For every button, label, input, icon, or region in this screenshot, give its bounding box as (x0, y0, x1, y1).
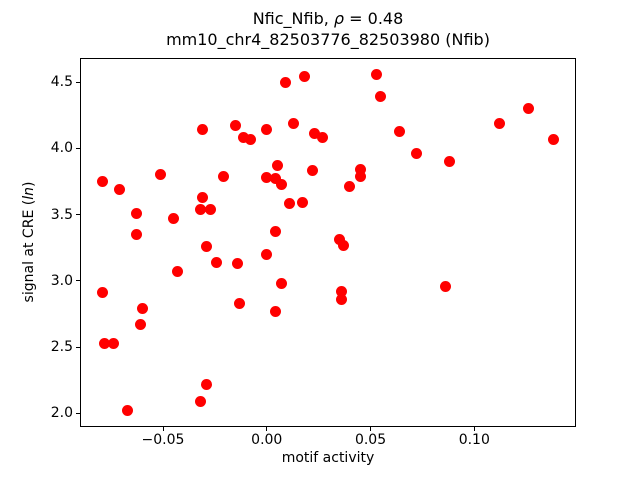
data-point (335, 285, 347, 297)
y-tick-label: 2.0 (50, 405, 73, 422)
data-point (201, 240, 213, 252)
data-point (443, 156, 455, 168)
data-point (201, 378, 213, 390)
x-tick-mark (370, 427, 372, 432)
y-tick-mark (76, 147, 80, 149)
data-point (338, 239, 350, 251)
data-point (275, 277, 287, 289)
y-tick-mark (76, 280, 80, 282)
data-point (275, 178, 287, 190)
data-point (394, 125, 406, 137)
data-point (232, 258, 244, 270)
title-prefix: Nfic_Nfib, (252, 9, 334, 28)
data-point (196, 124, 208, 136)
y-tick-label: 3.0 (50, 272, 73, 289)
data-point (344, 181, 356, 193)
x-tick-label: 0.00 (251, 432, 283, 448)
data-point (271, 160, 283, 172)
data-point (122, 405, 134, 417)
data-point (493, 117, 505, 129)
data-point (107, 337, 119, 349)
plot-area (80, 58, 576, 427)
data-point (354, 164, 366, 176)
chart-title-line2: mm10_chr4_82503776_82503980 (Nfib) (166, 29, 490, 49)
data-point (230, 120, 242, 132)
data-point (371, 68, 383, 80)
y-axis-label-italic: ln (21, 187, 37, 200)
x-tick-label: 0.05 (354, 432, 387, 448)
x-axis-label: motif activity (281, 450, 375, 466)
data-point (354, 170, 366, 182)
x-tick-mark (266, 427, 268, 432)
title-suffix: = 0.48 (344, 9, 404, 28)
data-point (172, 266, 184, 278)
data-point (269, 305, 281, 317)
y-tick-label: 3.5 (50, 206, 73, 223)
chart-title: Nfic_Nfib, ρ = 0.48 mm10_chr4_82503776_8… (80, 9, 576, 50)
data-point (97, 287, 109, 299)
x-tick-label: −0.05 (141, 432, 185, 448)
data-point (309, 128, 320, 140)
data-point (196, 191, 208, 203)
data-point (234, 297, 246, 309)
data-point (261, 124, 273, 136)
data-point (99, 337, 111, 349)
data-point (167, 213, 179, 225)
x-tick-mark (162, 427, 164, 432)
data-point (205, 203, 217, 215)
data-point (284, 198, 296, 210)
data-point (298, 71, 310, 83)
data-point (547, 133, 559, 145)
y-tick-label: 4.5 (50, 74, 73, 91)
data-point (97, 175, 109, 187)
data-point (306, 165, 318, 177)
data-point (261, 171, 273, 183)
title-rho-symbol: ρ (333, 9, 345, 28)
data-point (113, 183, 125, 195)
data-point (439, 280, 451, 292)
data-point (317, 132, 329, 144)
data-point (269, 226, 281, 238)
data-point (288, 117, 300, 129)
data-point (335, 293, 347, 305)
y-tick-mark (76, 412, 80, 414)
y-tick-mark (76, 346, 80, 348)
data-point (194, 395, 206, 407)
x-tick-label: 0.10 (458, 432, 490, 448)
y-tick-label: 4.0 (50, 140, 73, 157)
data-point (244, 133, 256, 145)
y-axis-label-close: ) (21, 181, 37, 188)
data-point (155, 169, 167, 181)
data-point (296, 197, 308, 209)
chart-title-line1: Nfic_Nfib, ρ = 0.48 (80, 9, 576, 30)
data-point (522, 103, 534, 115)
data-point (136, 303, 148, 315)
y-tick-label: 2.5 (50, 339, 73, 356)
data-point (238, 132, 250, 144)
y-tick-mark (76, 81, 80, 83)
data-point (130, 207, 142, 219)
data-point (261, 248, 273, 260)
data-point (134, 319, 146, 331)
data-point (333, 234, 345, 246)
data-point (279, 76, 291, 88)
data-point (130, 228, 142, 240)
data-point (194, 203, 206, 215)
data-point (410, 148, 422, 160)
data-point (269, 173, 281, 185)
y-tick-mark (76, 214, 80, 216)
data-point (375, 91, 387, 103)
x-tick-mark (473, 427, 475, 432)
data-point (211, 256, 223, 268)
data-point (217, 170, 229, 182)
